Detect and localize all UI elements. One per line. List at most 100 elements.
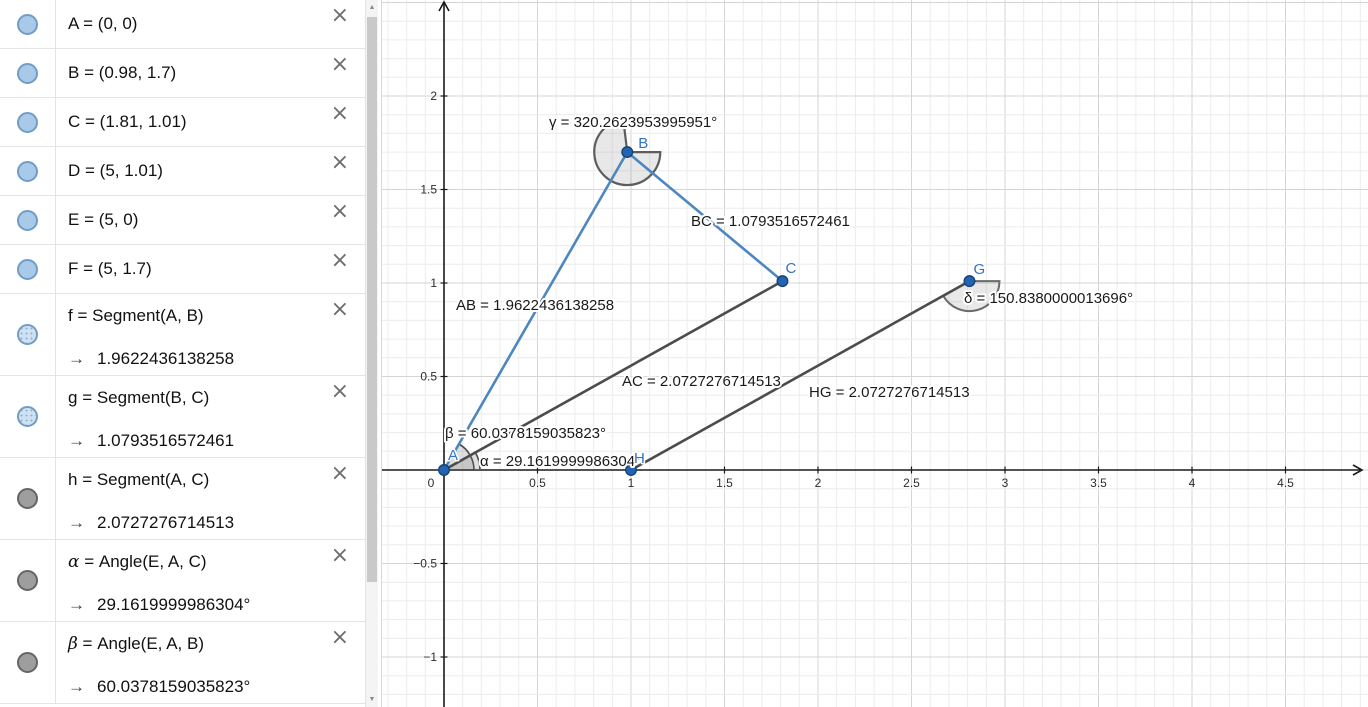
object-value: 60.0378159035823° [97,677,251,696]
point-label-H: H [634,450,645,467]
row-body: F = (5, 1.7) [56,245,365,293]
object-definition[interactable]: β = Angle(E, A, B) [68,630,365,658]
marble-column [0,294,56,375]
marble-column [0,245,56,293]
row-body: E = (5, 0) [56,196,365,244]
origin-label: 0 [428,476,435,490]
algebra-row-list: A = (0, 0) × B = (0.98, 1.7) × C = (1.81, 1.… [0,0,365,707]
delete-object-button[interactable]: × [330,199,349,224]
object-value-line: → 1.9622436138258 [68,345,365,373]
object-definition[interactable]: g = Segment(B, C) [68,384,365,412]
object-value: 1.9622436138258 [97,349,235,368]
delete-object-button[interactable]: × [330,543,349,568]
graphics-view[interactable]: 0.5 1 1.5 2 2.5 3 3.5 4 4.5 2 1.5 1 0.5 −0.5 −1 0 γ = 32… [381,0,1368,707]
object-formula: = Segment(A, C) [77,470,210,489]
visibility-toggle-icon[interactable] [17,324,38,345]
beta-label: β = 60.0378159035823° [445,425,606,442]
object-definition[interactable]: A = (0, 0) [68,10,137,38]
algebra-row-D: D = (5, 1.01) × [0,147,365,196]
object-definition[interactable]: F = (5, 1.7) [68,255,152,283]
object-name: F [68,259,79,278]
segment-AB[interactable] [442,151,629,471]
segment-AC[interactable] [443,279,784,472]
visibility-toggle-icon[interactable] [17,111,38,133]
delete-object-button[interactable]: × [330,461,349,486]
x-tick-label: 3 [1002,476,1009,490]
algebra-scrollbar[interactable]: ▲ ▼ [365,0,378,707]
x-tick-label: 1.5 [716,476,733,490]
object-name: E [68,210,80,229]
object-value-line: → 60.0378159035823° [68,673,365,701]
visibility-toggle-icon[interactable] [17,160,38,182]
object-formula: = (5, 0) [79,210,139,229]
y-tick-label: 0.5 [420,370,437,384]
row-body: D = (5, 1.01) [56,147,365,195]
object-definition[interactable]: D = (5, 1.01) [68,157,163,185]
point-B[interactable] [621,146,634,159]
row-body: C = (1.81, 1.01) [56,98,365,146]
segment-BC[interactable] [626,151,784,283]
point-C[interactable] [776,275,789,288]
point-H[interactable] [625,464,637,476]
graphics-canvas[interactable]: 0.5 1 1.5 2 2.5 3 3.5 4 4.5 2 1.5 1 0.5 −0.5 −1 0 γ = 32… [382,0,1368,707]
object-formula: = Angle(E, A, C) [79,552,207,571]
scroll-down-icon[interactable]: ▼ [368,696,376,703]
point-A[interactable] [438,464,450,476]
delete-object-button[interactable]: × [330,101,349,126]
delete-object-button[interactable]: × [330,150,349,175]
y-tick-label: 1 [430,276,437,290]
scrollbar-thumb[interactable] [367,17,377,582]
visibility-toggle-icon[interactable] [17,488,38,509]
algebra-row-A: A = (0, 0) × [0,0,365,49]
object-name: h [68,470,78,489]
point-G[interactable] [963,275,976,288]
object-formula: = (0.98, 1.7) [79,63,177,82]
marble-column [0,196,56,244]
delete-object-button[interactable]: × [330,52,349,77]
object-formula: = (5, 1.7) [78,259,152,278]
object-definition[interactable]: α = Angle(E, A, C) [68,548,365,576]
object-name: g [68,388,78,407]
object-definition[interactable]: h = Segment(A, C) [68,466,365,494]
output-arrow-icon: → [68,513,85,532]
x-tick-label: 1 [628,476,635,490]
delete-object-button[interactable]: × [330,248,349,273]
row-body: h = Segment(A, C) → 2.0727276714513 [56,458,365,539]
visibility-toggle-icon[interactable] [17,13,38,35]
object-definition[interactable]: E = (5, 0) [68,206,138,234]
row-body: g = Segment(B, C) → 1.0793516572461 [56,376,365,457]
visibility-toggle-icon[interactable] [17,62,38,84]
y-axis-arrow-icon [438,0,450,12]
output-arrow-icon: → [68,431,85,450]
bc-label: BC = 1.0793516572461 [691,213,850,230]
output-arrow-icon: → [68,349,85,368]
object-value-line: → 2.0727276714513 [68,509,365,537]
segment-HG[interactable] [630,279,971,472]
visibility-toggle-icon[interactable] [17,406,38,427]
x-tick-label: 2 [815,476,822,490]
scroll-up-icon[interactable]: ▲ [368,4,376,11]
ac-label: AC = 2.0727276714513 [622,373,781,390]
algebra-view: A = (0, 0) × B = (0.98, 1.7) × C = (1.81, 1.… [0,0,380,707]
object-definition[interactable]: f = Segment(A, B) [68,302,365,330]
x-tick-label: 3.5 [1090,476,1107,490]
delete-object-button[interactable]: × [330,297,349,322]
object-formula: = Angle(E, A, B) [77,634,204,653]
visibility-toggle-icon[interactable] [17,258,38,280]
delete-object-button[interactable]: × [330,3,349,28]
visibility-toggle-icon[interactable] [17,570,38,591]
delete-object-button[interactable]: × [330,379,349,404]
object-definition[interactable]: B = (0.98, 1.7) [68,59,176,87]
object-definition[interactable]: C = (1.81, 1.01) [68,108,187,136]
object-formula: = Segment(A, B) [72,306,204,325]
row-body: f = Segment(A, B) → 1.9622436138258 [56,294,365,375]
object-name: A [68,14,79,33]
marble-column [0,458,56,539]
alpha-label: α = 29.1619999986304° [480,453,641,470]
delete-object-button[interactable]: × [330,625,349,650]
object-name: B [68,63,80,82]
marble-column [0,98,56,146]
visibility-toggle-icon[interactable] [17,652,38,673]
visibility-toggle-icon[interactable] [17,209,38,231]
row-body: B = (0.98, 1.7) [56,49,365,97]
